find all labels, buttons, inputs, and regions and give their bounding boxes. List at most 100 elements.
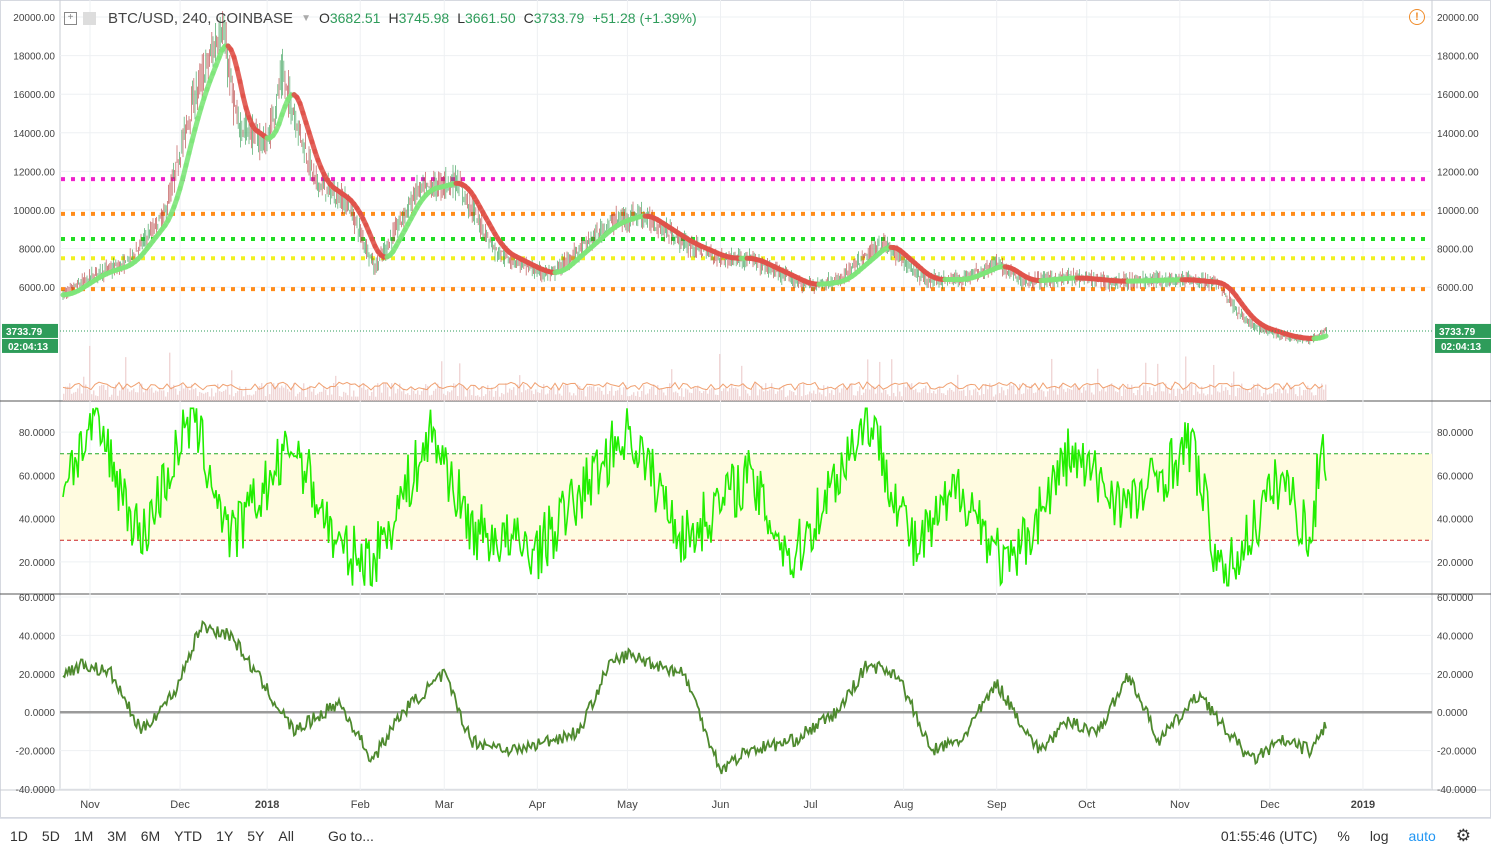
- volume-bar: [941, 393, 942, 401]
- volume-bar: [893, 393, 894, 401]
- volume-bar: [379, 386, 380, 401]
- volume-bar: [853, 395, 854, 401]
- timeframe-ytd[interactable]: YTD: [174, 828, 202, 844]
- timeframe-all[interactable]: All: [278, 828, 294, 844]
- volume-bar: [109, 397, 110, 401]
- volume-bar: [235, 393, 236, 401]
- volume-bar: [557, 387, 558, 401]
- volume-bar: [735, 387, 736, 401]
- volume-bar: [1127, 384, 1128, 401]
- price-y-tick-right: 18000.00: [1437, 52, 1479, 63]
- x-tick-label: Jun: [712, 799, 730, 811]
- volume-bar: [845, 389, 846, 401]
- volume-bar: [839, 393, 840, 401]
- volume-bar: [1109, 385, 1110, 401]
- volume-bar: [1085, 391, 1086, 401]
- volume-bar: [415, 394, 416, 401]
- volume-bar: [139, 385, 140, 401]
- volume-bar: [1061, 384, 1062, 401]
- percent-toggle[interactable]: %: [1337, 828, 1349, 844]
- log-toggle[interactable]: log: [1370, 828, 1389, 844]
- volume-bar: [1203, 393, 1204, 401]
- volume-bar: [1117, 392, 1118, 401]
- volume-bar: [1239, 388, 1240, 401]
- volume-bar: [793, 392, 794, 401]
- goto-button[interactable]: Go to...: [328, 828, 374, 844]
- volume-bar: [403, 388, 404, 401]
- volume-bar: [397, 389, 398, 401]
- volume-bar: [489, 391, 490, 401]
- timeframe-5d[interactable]: 5D: [42, 828, 60, 844]
- timeframe-1m[interactable]: 1M: [74, 828, 93, 844]
- volume-bar: [1137, 390, 1138, 401]
- volume-bar: [1215, 388, 1216, 401]
- volume-bar: [851, 385, 852, 401]
- timeframe-1d[interactable]: 1D: [10, 828, 28, 844]
- volume-bar: [739, 396, 740, 401]
- volume-bar: [547, 394, 548, 401]
- volume-bar: [255, 391, 256, 401]
- osc-y-tick-right: 40.0000: [1437, 631, 1474, 642]
- volume-bar: [479, 397, 480, 401]
- volume-bar: [717, 395, 718, 401]
- volume-bar: [601, 391, 602, 401]
- volume-bar: [365, 390, 366, 401]
- volume-bar: [575, 395, 576, 401]
- gear-icon[interactable]: ⚙: [1456, 826, 1471, 846]
- volume-bar: [755, 383, 756, 401]
- volume-bar: [253, 394, 254, 401]
- volume-bar: [375, 397, 376, 401]
- volume-bar: [779, 387, 780, 401]
- alert-icon[interactable]: !: [1409, 9, 1425, 25]
- volume-bar: [1157, 364, 1158, 401]
- volume-bar: [561, 396, 562, 401]
- volume-bar: [165, 397, 166, 401]
- volume-bar: [361, 388, 362, 401]
- volume-bar: [103, 385, 104, 401]
- volume-bar: [241, 390, 242, 401]
- x-tick-label: Nov: [1170, 799, 1190, 811]
- timeframe-6m[interactable]: 6M: [141, 828, 160, 844]
- volume-bar: [1075, 385, 1076, 401]
- volume-bar: [979, 395, 980, 401]
- volume-bar: [73, 393, 74, 401]
- utc-clock[interactable]: 01:55:46 (UTC): [1221, 828, 1317, 844]
- price-y-tick-right: 20000.00: [1437, 13, 1479, 24]
- volume-bar: [1121, 396, 1122, 401]
- collapse-icon[interactable]: +: [64, 12, 77, 25]
- volume-bar: [239, 386, 240, 401]
- volume-bar: [1045, 397, 1046, 401]
- volume-bar: [713, 389, 714, 401]
- auto-toggle[interactable]: auto: [1409, 828, 1436, 844]
- hide-icon[interactable]: [83, 12, 96, 25]
- timeframe-5y[interactable]: 5Y: [247, 828, 264, 844]
- x-tick-label: Jul: [804, 799, 818, 811]
- osc-y-tick-left: -20.0000: [16, 747, 56, 758]
- volume-bar: [831, 390, 832, 401]
- volume-bar: [1261, 396, 1262, 401]
- volume-bar: [461, 385, 462, 401]
- volume-bar: [1037, 389, 1038, 401]
- volume-bar: [445, 395, 446, 401]
- volume-bar: [643, 385, 644, 401]
- timeframe-3m[interactable]: 3M: [107, 828, 126, 844]
- volume-bar: [127, 389, 128, 401]
- volume-bar: [1145, 363, 1146, 401]
- volume-bar: [1271, 394, 1272, 401]
- volume-bar: [583, 388, 584, 401]
- chevron-down-icon[interactable]: ▼: [301, 13, 311, 24]
- volume-bar: [637, 391, 638, 401]
- osc-y-tick-left: 40.0000: [19, 631, 56, 642]
- timeframe-1y[interactable]: 1Y: [216, 828, 233, 844]
- volume-bar: [595, 391, 596, 401]
- volume-bar: [907, 384, 908, 401]
- volume-bar: [581, 391, 582, 401]
- symbol-title[interactable]: BTC/USD, 240, COINBASE: [108, 10, 293, 27]
- volume-bar: [861, 395, 862, 401]
- volume-bar: [897, 385, 898, 401]
- osc-y-tick-right: -20.0000: [1437, 747, 1477, 758]
- volume-bar: [591, 387, 592, 401]
- volume-bar: [1113, 385, 1114, 401]
